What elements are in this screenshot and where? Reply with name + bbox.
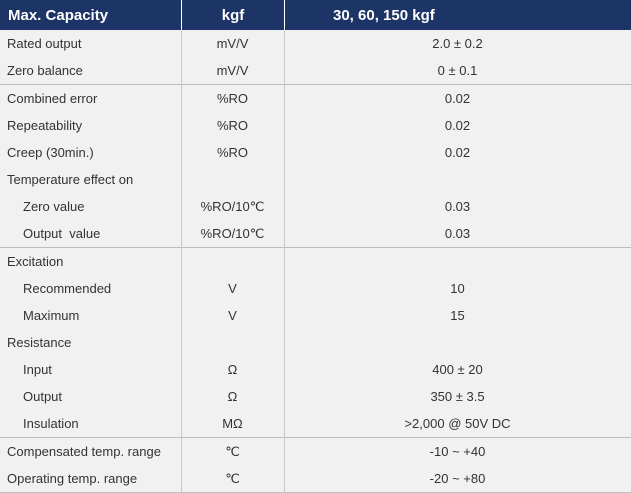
- row-unit: [181, 329, 284, 356]
- row-unit: mV/V: [216, 36, 249, 51]
- row-parameter: Output value: [23, 226, 101, 241]
- row-parameter: Output: [23, 389, 63, 404]
- row-value: -10 ~ +40: [429, 444, 486, 459]
- row-value: 15: [450, 308, 465, 323]
- row-parameter: Rated output: [7, 36, 82, 51]
- row-value: [284, 329, 631, 356]
- row-parameter: Input: [23, 362, 52, 377]
- column-divider: [284, 30, 285, 493]
- row-parameter: Combined error: [7, 91, 98, 106]
- row-value: 0.02: [444, 118, 471, 133]
- table-row: Zero balance mV/V 0 ± 0.1: [0, 57, 631, 84]
- column-divider: [181, 30, 182, 493]
- row-unit: %RO/10℃: [200, 198, 265, 214]
- row-value: [284, 248, 631, 275]
- row-value: 350 ± 3.5: [430, 389, 485, 404]
- row-value: 400 ± 20: [432, 362, 483, 377]
- row-value: [284, 166, 631, 193]
- row-unit: MΩ: [222, 416, 243, 431]
- row-value: 0.02: [444, 145, 471, 160]
- row-unit: [181, 248, 284, 275]
- row-unit: %RO/10℃: [200, 225, 265, 241]
- row-parameter: Compensated temp. range: [7, 444, 161, 459]
- table-row: Creep (30min.) %RO 0.02: [0, 139, 631, 166]
- table-row: Rated output mV/V 2.0 ± 0.2: [0, 30, 631, 57]
- row-parameter: Zero balance: [7, 63, 83, 78]
- table-row: Repeatability %RO 0.02: [0, 112, 631, 139]
- row-unit: ℃: [225, 470, 240, 486]
- row-unit: Ω: [227, 389, 238, 404]
- header-value: 30, 60, 150 kgf: [284, 0, 631, 30]
- row-unit: V: [228, 308, 237, 323]
- row-unit: ℃: [225, 443, 240, 459]
- group-electrical: [0, 248, 631, 437]
- row-value: >2,000 @ 50V DC: [404, 416, 511, 431]
- row-value: -20 ~ +80: [429, 471, 486, 486]
- group-accuracy: [0, 85, 631, 247]
- header-parameter: Max. Capacity: [0, 0, 181, 30]
- row-parameter: Creep (30min.): [7, 145, 94, 160]
- row-parameter: Excitation: [7, 254, 64, 269]
- table-row: Output value %RO/10℃ 0.03: [0, 220, 631, 247]
- table-row: Insulation MΩ >2,000 @ 50V DC: [0, 410, 631, 437]
- table-row: Compensated temp. range ℃ -10 ~ +40: [0, 438, 631, 465]
- table-row: Maximum V 15: [0, 302, 631, 329]
- group-divider: [0, 247, 631, 248]
- row-parameter: Maximum: [23, 308, 80, 323]
- group-divider: [0, 84, 631, 85]
- row-unit: %RO: [216, 118, 249, 133]
- row-value: 0.02: [444, 91, 471, 106]
- table-row: Excitation: [0, 248, 631, 275]
- row-value: 0.03: [444, 226, 471, 241]
- row-value: 2.0 ± 0.2: [432, 36, 483, 51]
- table-row: Zero value %RO/10℃ 0.03: [0, 193, 631, 220]
- table-row: Operating temp. range ℃ -20 ~ +80: [0, 465, 631, 492]
- row-value: 0 ± 0.1: [437, 63, 478, 78]
- row-parameter: Operating temp. range: [7, 471, 138, 486]
- group-output: [0, 30, 631, 84]
- row-unit: Ω: [227, 362, 238, 377]
- row-parameter: Insulation: [23, 416, 79, 431]
- row-unit: mV/V: [216, 63, 249, 78]
- row-value: 0.03: [444, 199, 471, 214]
- group-temperature: [0, 438, 631, 493]
- group-divider: [0, 437, 631, 438]
- table-row: Resistance: [0, 329, 631, 356]
- row-unit: %RO: [216, 145, 249, 160]
- header-unit: kgf: [181, 0, 284, 30]
- table-row: Temperature effect on: [0, 166, 631, 193]
- table-row: Recommended V 10: [0, 275, 631, 302]
- table-row: Combined error %RO 0.02: [0, 85, 631, 112]
- row-parameter: Resistance: [7, 335, 72, 350]
- row-parameter: Recommended: [23, 281, 112, 296]
- table-header-row: Max. Capacity kgf 30, 60, 150 kgf: [0, 0, 631, 30]
- row-parameter: Zero value: [23, 199, 85, 214]
- row-unit: V: [228, 281, 237, 296]
- row-value: 10: [450, 281, 465, 296]
- row-parameter: Temperature effect on: [7, 172, 134, 187]
- row-parameter: Repeatability: [7, 118, 83, 133]
- table-row: Input Ω 400 ± 20: [0, 356, 631, 383]
- row-unit: %RO: [216, 91, 249, 106]
- row-unit: [181, 166, 284, 193]
- table-row: Output Ω 350 ± 3.5: [0, 383, 631, 410]
